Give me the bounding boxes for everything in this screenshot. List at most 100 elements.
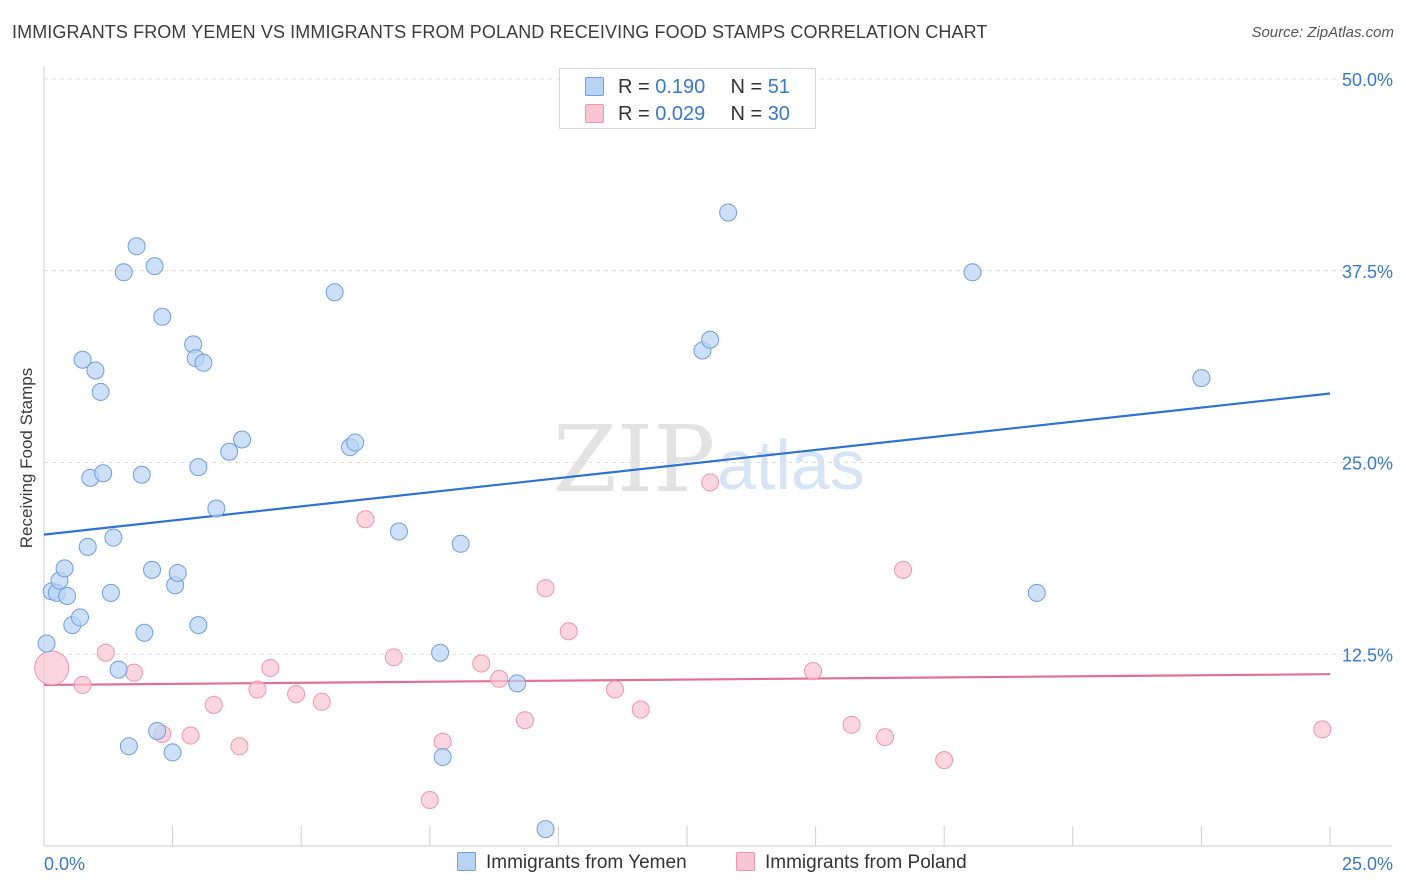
data-point-poland bbox=[181, 726, 200, 745]
series-legend-yemen: Immigrants from Yemen bbox=[457, 852, 687, 874]
data-point-poland bbox=[433, 732, 452, 751]
data-point-poland bbox=[490, 669, 509, 688]
data-point-yemen bbox=[135, 623, 154, 642]
data-point-yemen bbox=[73, 350, 92, 369]
data-point-yemen bbox=[163, 743, 182, 762]
data-point-yemen bbox=[325, 283, 344, 302]
watermark: ZIP atlas bbox=[553, 406, 865, 513]
data-point-yemen bbox=[91, 382, 110, 401]
chart-title: IMMIGRANTS FROM YEMEN VS IMMIGRANTS FROM… bbox=[12, 22, 988, 42]
data-point-poland bbox=[261, 659, 280, 678]
data-point-poland bbox=[631, 700, 650, 719]
data-point-poland bbox=[559, 622, 578, 641]
data-point-yemen bbox=[701, 330, 720, 349]
data-point-yemen bbox=[127, 237, 146, 256]
data-point-poland bbox=[472, 654, 491, 673]
data-point-yemen bbox=[148, 721, 167, 740]
series-swatch-yemen bbox=[457, 852, 476, 871]
watermark-atlas: atlas bbox=[717, 426, 865, 504]
data-point-poland bbox=[894, 560, 913, 579]
series-swatch-poland bbox=[736, 852, 755, 871]
data-point-poland bbox=[248, 680, 267, 699]
data-point-poland bbox=[804, 662, 823, 681]
legend-n-label: N = bbox=[730, 76, 768, 98]
data-point-yemen bbox=[389, 522, 408, 541]
data-point-poland bbox=[536, 579, 555, 598]
data-point-yemen bbox=[145, 257, 164, 276]
data-point-poland bbox=[204, 695, 223, 714]
legend-r-label: R = bbox=[618, 103, 656, 125]
legend-swatch-yemen bbox=[585, 77, 604, 96]
data-point-yemen bbox=[101, 583, 120, 602]
legend-n-value-yemen: 51 bbox=[767, 76, 790, 98]
data-point-poland bbox=[935, 751, 954, 770]
data-point-yemen bbox=[132, 465, 151, 484]
data-point-yemen bbox=[37, 634, 56, 653]
data-point-yemen bbox=[1027, 583, 1046, 602]
y-tick-label: 37.5% bbox=[1342, 262, 1393, 282]
data-point-yemen bbox=[104, 528, 123, 547]
data-point-yemen bbox=[508, 674, 527, 693]
data-point-poland bbox=[96, 643, 115, 662]
data-point-yemen bbox=[431, 643, 450, 662]
data-point-poland bbox=[312, 692, 331, 711]
data-point-yemen bbox=[207, 499, 226, 518]
data-point-yemen bbox=[109, 660, 128, 679]
data-point-yemen bbox=[58, 586, 77, 605]
data-point-poland bbox=[605, 680, 624, 699]
legend-r-value-yemen: 0.190 bbox=[655, 76, 706, 98]
data-point-yemen bbox=[94, 464, 113, 483]
data-point-poland bbox=[230, 737, 249, 756]
data-point-yemen bbox=[233, 430, 252, 449]
data-point-yemen bbox=[86, 361, 105, 380]
trend-line-yemen bbox=[43, 392, 1331, 536]
data-point-yemen bbox=[71, 608, 90, 627]
data-point-yemen bbox=[153, 307, 172, 326]
legend-swatch-poland bbox=[585, 104, 604, 123]
data-point-poland bbox=[1313, 720, 1332, 739]
data-point-yemen bbox=[119, 737, 138, 756]
x-tick-label: 25.0% bbox=[1342, 854, 1393, 874]
watermark-zip: ZIP bbox=[553, 406, 715, 513]
y-tick-label: 25.0% bbox=[1342, 454, 1393, 474]
data-point-poland bbox=[420, 790, 439, 809]
data-point-poland bbox=[842, 715, 861, 734]
data-point-poland bbox=[515, 711, 534, 730]
legend-r-value-poland: 0.029 bbox=[655, 103, 706, 125]
data-point-yemen bbox=[1192, 369, 1211, 388]
data-point-poland bbox=[34, 650, 70, 686]
series-label-yemen: Immigrants from Yemen bbox=[486, 852, 687, 873]
data-point-yemen bbox=[963, 263, 982, 282]
data-point-yemen bbox=[114, 263, 133, 282]
data-point-yemen bbox=[189, 616, 208, 635]
data-point-poland bbox=[356, 510, 375, 529]
data-point-yemen bbox=[189, 458, 208, 477]
source-credit: Source: ZipAtlas.com bbox=[1251, 24, 1394, 41]
data-point-yemen bbox=[220, 442, 239, 461]
series-legend-poland: Immigrants from Poland bbox=[736, 852, 967, 874]
data-point-yemen bbox=[451, 534, 470, 553]
data-point-yemen bbox=[55, 559, 74, 578]
x-tick-label: 0.0% bbox=[44, 854, 85, 874]
data-point-yemen bbox=[433, 748, 452, 767]
trend-line-poland bbox=[43, 673, 1331, 687]
data-point-yemen bbox=[536, 820, 555, 839]
series-label-poland: Immigrants from Poland bbox=[765, 852, 967, 873]
data-point-poland bbox=[384, 648, 403, 667]
data-point-yemen bbox=[346, 433, 365, 452]
data-point-yemen bbox=[143, 560, 162, 579]
data-point-yemen bbox=[168, 563, 187, 582]
data-point-yemen bbox=[194, 353, 213, 372]
y-tick-label: 50.0% bbox=[1342, 70, 1393, 90]
data-point-poland bbox=[876, 728, 895, 747]
legend-n-label: N = bbox=[730, 103, 768, 125]
data-point-yemen bbox=[78, 537, 97, 556]
stats-legend: R = 0.190 N = 51 R = 0.029 N = 30 bbox=[559, 68, 816, 129]
data-point-poland bbox=[287, 685, 306, 704]
data-point-poland bbox=[701, 473, 720, 492]
legend-n-value-poland: 30 bbox=[767, 103, 790, 125]
legend-r-label: R = bbox=[618, 76, 656, 98]
data-point-poland bbox=[125, 663, 144, 682]
y-tick-label: 12.5% bbox=[1342, 645, 1393, 665]
